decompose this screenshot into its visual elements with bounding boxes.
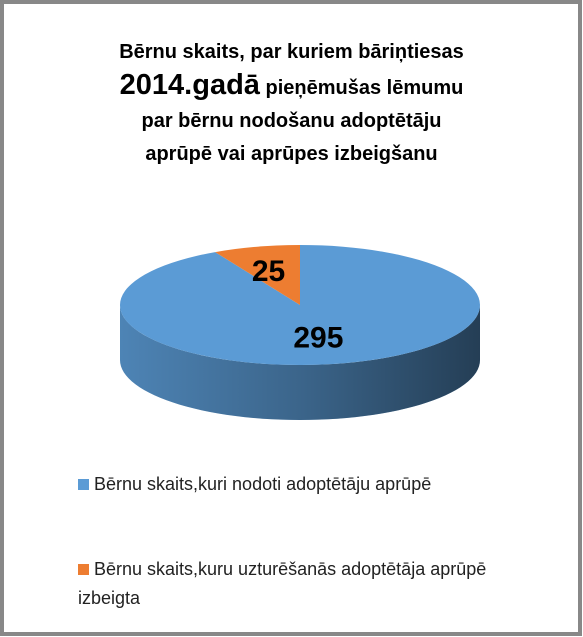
data-label: 295 bbox=[293, 321, 343, 354]
legend-item: Bērnu skaits,kuri nodoti adoptētāju aprū… bbox=[78, 470, 518, 499]
title-line: pieņēmušas lēmumu bbox=[265, 77, 464, 99]
title-line: aprūpē vai aprūpes izbeigšanu bbox=[145, 143, 438, 165]
legend-swatch bbox=[78, 564, 89, 575]
title-line: par bērnu nodošanu adoptētāju bbox=[141, 110, 442, 132]
legend-label: Bērnu skaits,kuru uzturēšanās adoptētāja… bbox=[78, 559, 487, 608]
side-shade bbox=[120, 305, 480, 420]
legend-swatch bbox=[78, 479, 89, 490]
chart-title: Bērnu skaits, par kuriem bāriņtiesas 201… bbox=[20, 36, 563, 171]
legend-label: Bērnu skaits,kuri nodoti adoptētāju aprū… bbox=[94, 474, 432, 494]
legend-item: Bērnu skaits,kuru uzturēšanās adoptētāja… bbox=[78, 555, 518, 613]
title-line: Bērnu skaits, par kuriem bāriņtiesas bbox=[119, 41, 464, 63]
data-label: 25 bbox=[252, 255, 285, 288]
title-year: 2014.gadā bbox=[119, 69, 260, 101]
slice bbox=[119, 245, 480, 365]
slice bbox=[215, 245, 300, 305]
